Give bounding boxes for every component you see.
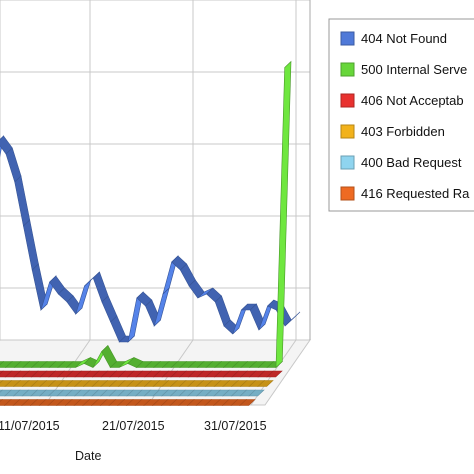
grid <box>0 0 311 406</box>
ribbon-segment <box>248 389 265 397</box>
legend-swatch <box>340 31 355 46</box>
ribbon-segment <box>257 380 274 387</box>
axis-labels: 11/07/2015 21/07/2015 31/07/2015 Date <box>0 419 267 463</box>
legend-box <box>328 18 474 212</box>
legend-swatch <box>340 62 355 77</box>
series-416-requested-range-not-satisfiable <box>0 399 256 406</box>
legend-label: 404 Not Found <box>361 31 447 46</box>
x-tick-label-2: 21/07/2015 <box>102 419 165 433</box>
x-tick-label-3: 31/07/2015 <box>204 419 267 433</box>
legend-swatch <box>340 155 355 170</box>
legend-label: 416 Requested Ra <box>361 186 470 201</box>
series-ribbons <box>0 60 301 406</box>
ribbon-segment <box>266 370 283 378</box>
plot-back-wall <box>0 0 311 341</box>
ribbon-segment <box>275 60 292 369</box>
legend-label: 500 Internal Serve <box>361 62 467 77</box>
ribbon-segment <box>284 311 301 327</box>
series-400-bad-request <box>0 389 265 397</box>
legend-swatch <box>340 124 355 139</box>
ribbon-segment <box>239 399 256 406</box>
series-406-not-acceptable <box>0 370 283 378</box>
legend-label: 403 Forbidden <box>361 124 445 139</box>
series-404-not-found <box>0 135 301 343</box>
legend-label: 406 Not Acceptab <box>361 93 464 108</box>
x-tick-label-1: 11/07/2015 <box>0 419 60 433</box>
legend: 404 Not Found 500 Internal Serve 406 Not A… <box>328 18 474 212</box>
legend-swatch <box>340 93 355 108</box>
series-403-forbidden <box>0 380 274 387</box>
legend-swatch <box>340 186 355 201</box>
x-axis-title: Date <box>75 449 101 463</box>
legend-label: 400 Bad Request <box>361 155 462 170</box>
series-500-internal-server-error <box>0 60 292 369</box>
